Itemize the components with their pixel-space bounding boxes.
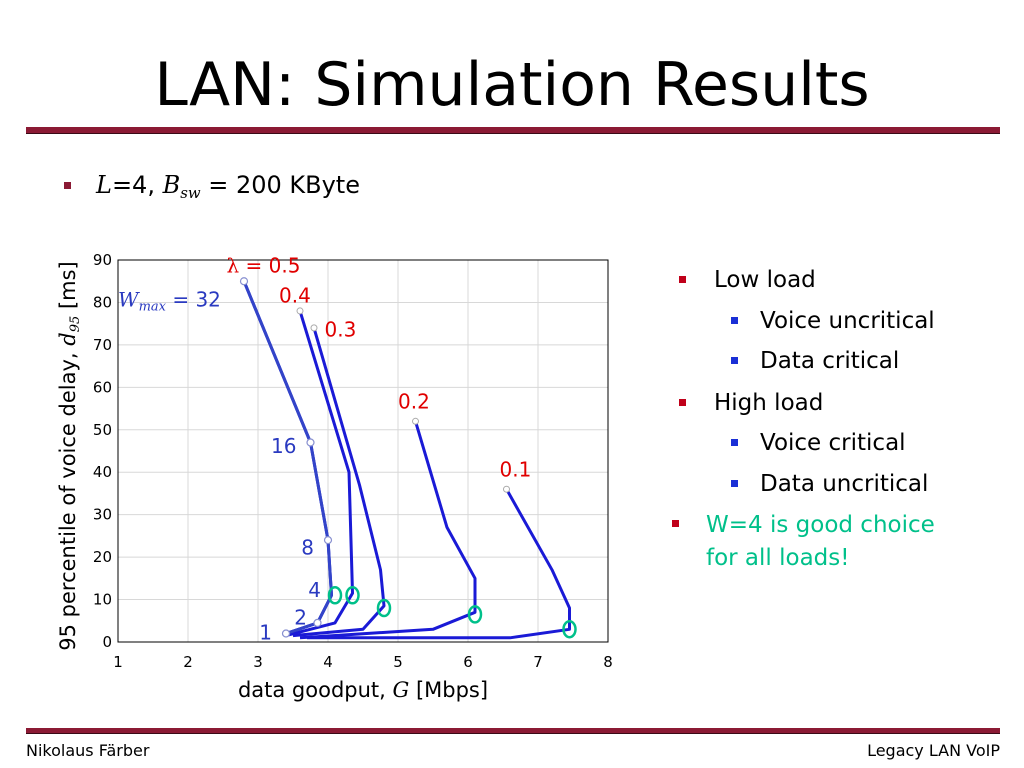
series-line-0_4 [285,310,354,638]
bullet-high-load: High load [714,390,824,416]
bullet-marker-data-uncritical [731,480,738,487]
wmax-marker [239,277,249,286]
wmax-marker [281,629,291,638]
x-tick-label: 5 [393,653,403,671]
wmax-point-label: 4 [308,578,321,602]
wmax-point-label: 1 [259,621,272,645]
series-start-marker [296,307,304,315]
x-tick-label: 4 [323,653,333,671]
series-start-marker [412,417,419,425]
plot-area [117,259,609,643]
bullet-voice-uncritical: Voice uncritical [760,308,935,334]
bullet-marker-low-load [679,276,686,283]
bullet-voice-critical: Voice critical [760,430,906,456]
plot-frame [117,259,609,643]
series-label-0_4: 0.4 [279,283,311,307]
wmax-marker [313,618,322,628]
top-bullet: L=4, Bsw = 200 KByte [96,170,360,203]
y-tick-label: 70 [93,336,112,354]
series-label-0_3: 0.3 [325,317,357,341]
y-tick-label: 0 [102,633,112,651]
bullet-data-uncritical: Data uncritical [760,471,929,497]
w4-highlight-circle [467,605,483,624]
x-tick-label: 7 [533,653,543,671]
param-L: L [96,171,112,199]
bullet-low-load: Low load [714,267,816,293]
x-tick-label: 2 [183,653,193,671]
series-line-0_1 [307,488,571,640]
y-tick-label: 20 [93,548,112,566]
wmax-point-label: 8 [301,536,314,560]
series-start-marker [503,485,510,493]
wmax-label: Wmax = 32 [118,288,221,315]
bullet-w4-choice: W=4 is good choice [706,512,935,538]
bullet-w4-choice-cont: for all loads! [706,545,850,571]
footer-rule [26,728,1000,734]
series-label-0_1: 0.1 [500,457,532,481]
y-tick-label: 40 [93,463,112,481]
w4-highlight-circle [345,586,360,605]
x-tick-label: 6 [463,653,473,671]
x-axis-label: data goodput, G [Mbps] [238,678,488,702]
footer-title: Legacy LAN VoIP [867,741,1000,760]
param-B-sub: sw [180,184,201,203]
bullet-marker-data-critical [731,357,738,364]
series-line-0_2 [299,420,477,640]
y-tick-label: 60 [93,378,112,396]
y-tick-label: 50 [93,421,112,439]
y-tick-label: 90 [93,251,112,269]
y-tick-label: 80 [93,293,112,311]
x-tick-label: 8 [603,653,613,671]
wmax-marker [306,438,315,447]
footer-author: Nikolaus Färber [26,741,150,760]
y-tick-label: 30 [93,506,112,524]
title-rule [26,127,1000,134]
slide-title: LAN: Simulation Results [154,50,870,120]
top-bullet-marker [64,182,71,189]
bullet-marker-voice-uncritical [731,317,738,324]
x-tick-label: 1 [113,653,123,671]
wmax-point-label: 16 [271,434,296,458]
w4-highlight-circle [562,620,577,639]
y-axis-label: 95 percentile of voice delay, d95 [ms] [56,261,83,650]
wmax-marker [323,536,333,545]
bullet-marker-voice-critical [731,439,738,446]
x-tick-label: 3 [253,653,263,671]
wmax-curve [242,280,333,635]
series-label-0_2: 0.2 [398,390,430,414]
series-line-0_3 [292,327,386,638]
bullet-marker-w4-choice [672,520,679,527]
series-start-marker [310,324,318,332]
y-tick-label: 10 [93,591,112,609]
w4-highlight-circle [327,586,343,605]
param-L-value: =4, [111,171,163,199]
lambda-label: λ = 0.5 [227,254,301,278]
param-B-value: = 200 KByte [200,171,360,199]
w4-highlight-circle [376,598,392,618]
bullet-marker-high-load [679,399,686,406]
param-B: B [162,171,181,199]
wmax-point-label: 2 [294,606,307,630]
bullet-data-critical: Data critical [760,348,900,374]
